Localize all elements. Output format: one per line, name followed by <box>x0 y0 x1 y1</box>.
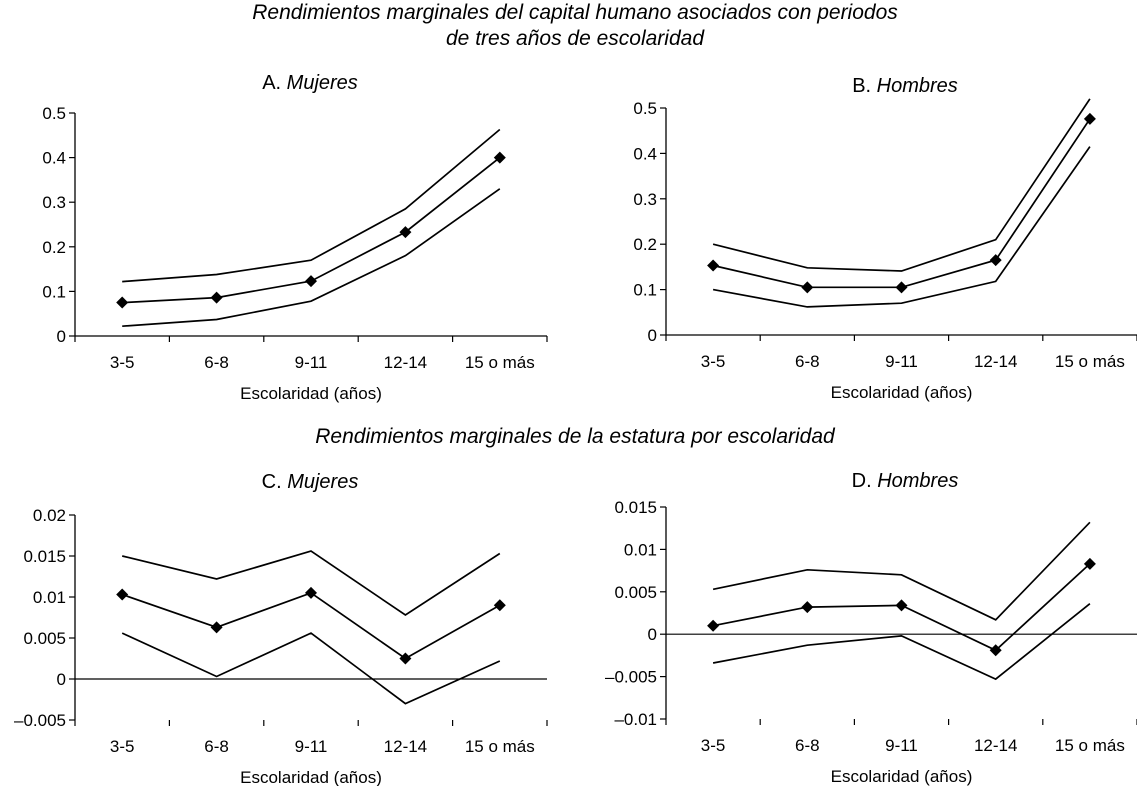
y-tick-label: 0.02 <box>33 506 66 525</box>
data-point <box>895 281 908 294</box>
data-point <box>989 254 1002 267</box>
y-tick-label: 0.3 <box>633 190 657 209</box>
bottom-section-title: Rendimientos marginales de la estatura p… <box>315 425 835 448</box>
y-tick-label: 0.005 <box>23 629 66 648</box>
y-tick-label: 0.5 <box>42 104 66 123</box>
data-point <box>989 644 1002 657</box>
chart-panel-d: D. Hombres –0.01 –0.005 0 0.005 0.01 0.015 3-5 6… <box>605 470 1137 786</box>
data-point <box>801 281 814 294</box>
y-tick-label: –0.01 <box>614 710 657 729</box>
top-section-title-line1: Rendimientos marginales del capital huma… <box>252 1 898 24</box>
data-point <box>493 599 506 612</box>
data-point <box>210 291 223 304</box>
data-point <box>399 652 412 665</box>
top-section-title: Rendimientos marginales del capital huma… <box>0 0 1137 52</box>
data-point <box>1083 112 1096 125</box>
series-line-upper <box>712 521 1091 621</box>
x-tick-label: 12-14 <box>384 737 427 756</box>
x-axis-label: Escolaridad (años) <box>240 768 382 786</box>
x-axis-label: Escolaridad (años) <box>240 384 382 403</box>
x-tick-label: 12-14 <box>384 353 427 372</box>
x-tick-label: 15 o más <box>465 737 535 756</box>
chart-title: C. Mujeres <box>262 471 359 493</box>
chart-title: D. Hombres <box>852 470 959 492</box>
chart-title-letter: D. <box>852 470 878 492</box>
x-tick-label: 6-8 <box>795 352 820 371</box>
y-tick-label: 0.015 <box>23 547 66 566</box>
data-point <box>116 296 129 309</box>
x-tick-label: 3-5 <box>110 353 135 372</box>
data-point <box>707 619 720 632</box>
y-tick-label: 0.4 <box>42 149 66 168</box>
x-tick-label: 9-11 <box>885 352 918 371</box>
x-tick-label: 12-14 <box>974 736 1017 755</box>
y-tick-label: 0.015 <box>614 498 657 517</box>
y-tick-label: 0 <box>57 327 66 346</box>
chart-title-letter: C. <box>262 471 288 493</box>
y-tick-label: 0 <box>57 670 66 689</box>
series-line-upper <box>122 128 501 283</box>
x-tick-label: 3-5 <box>701 352 726 371</box>
x-tick-label: 9-11 <box>295 737 328 756</box>
y-tick-label: 0.01 <box>33 588 66 607</box>
series-line-lower <box>712 146 1091 308</box>
series-line-estimate <box>712 118 1091 289</box>
y-tick-label: 0.1 <box>633 281 657 300</box>
y-tick-label: 0.1 <box>42 282 66 301</box>
data-point <box>116 588 129 601</box>
y-tick-label: 0.2 <box>42 238 66 257</box>
series-line-estimate <box>121 591 501 660</box>
x-tick-label: 6-8 <box>204 353 229 372</box>
data-point <box>801 601 814 614</box>
y-tick-label: 0.3 <box>42 193 66 212</box>
x-tick-label: 12-14 <box>974 352 1017 371</box>
y-tick-label: 0.5 <box>633 99 657 118</box>
chart-title-group: Hombres <box>877 75 958 97</box>
x-tick-label: 15 o más <box>465 353 535 372</box>
chart-title: B. Hombres <box>852 75 958 97</box>
y-tick-label: –0.005 <box>14 711 66 730</box>
y-tick-label: 0 <box>648 625 657 644</box>
chart-title: A. Mujeres <box>262 72 358 94</box>
y-tick-label: 0.005 <box>614 583 657 602</box>
chart-title-group: Hombres <box>877 470 958 492</box>
chart-panel-a: A. Mujeres 0 0.1 0.2 0.3 0.4 0.5 3-5 6-8 9-11 12-1… <box>42 72 548 403</box>
series-line-lower <box>122 188 501 328</box>
x-tick-label: 15 o más <box>1055 352 1125 371</box>
series-line-lower <box>121 632 501 705</box>
data-point <box>305 586 317 599</box>
data-point <box>707 259 720 272</box>
x-tick-label: 9-11 <box>885 736 918 755</box>
x-axis-label: Escolaridad (años) <box>831 383 973 402</box>
y-tick-label: 0.2 <box>633 235 657 254</box>
data-point <box>305 275 317 288</box>
y-tick-label: 0.01 <box>624 540 657 559</box>
chart-panel-c: C. Mujeres –0.005 0 0.005 0.01 0.015 0.02 3-5 6-… <box>14 471 548 786</box>
x-tick-label: 15 o más <box>1055 736 1125 755</box>
x-tick-label: 3-5 <box>701 736 726 755</box>
x-tick-label: 6-8 <box>204 737 229 756</box>
series-line-upper <box>712 98 1091 272</box>
data-point <box>1083 557 1096 570</box>
data-point <box>399 226 412 239</box>
x-axis-label: Escolaridad (años) <box>831 767 973 786</box>
chart-title-group: Mujeres <box>287 471 358 493</box>
chart-title-group: Mujeres <box>287 72 358 94</box>
y-tick-label: 0.4 <box>633 144 657 163</box>
chart-panel-b: B. Hombres 0 0.1 0.2 0.3 0.4 0.5 3-5 6-8 9-11 12-1… <box>633 75 1137 402</box>
x-tick-label: 3-5 <box>110 737 135 756</box>
series-line-upper <box>121 550 501 617</box>
top-section-title-line2: de tres años de escolaridad <box>446 27 704 50</box>
data-point <box>210 621 223 634</box>
chart-title-letter: B. <box>852 75 876 97</box>
y-tick-label: –0.005 <box>605 668 657 687</box>
data-point <box>493 151 506 164</box>
chart-title-letter: A. <box>262 72 286 94</box>
data-point <box>895 599 908 612</box>
x-tick-label: 9-11 <box>295 353 328 372</box>
y-tick-label: 0 <box>648 326 657 345</box>
x-tick-label: 6-8 <box>795 736 820 755</box>
series-line-lower <box>712 603 1091 681</box>
